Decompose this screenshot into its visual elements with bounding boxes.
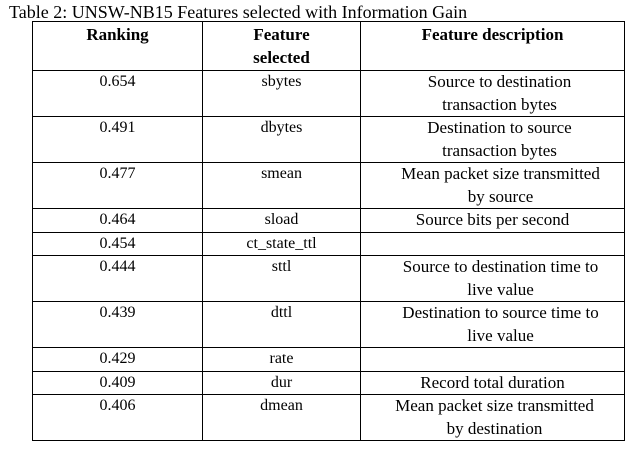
description-cell: Source to destination time to live value [360,255,625,302]
ranking-cell: 0.654 [32,70,203,117]
description-cell: Destination to source time to live value [360,301,625,348]
feature-cell: dbytes [202,116,361,163]
ranking-cell: 0.464 [32,208,203,233]
column-header-ranking: Ranking [32,21,203,71]
feature-cell: sttl [202,255,361,302]
description-cell [360,347,625,372]
feature-cell: dttl [202,301,361,348]
table-header-row: Ranking Feature selected Feature descrip… [32,21,625,71]
table-row: 0.464 sload Source bits per second [32,208,625,233]
table-row: 0.654 sbytes Source to destination trans… [32,70,625,117]
ranking-cell: 0.454 [32,231,203,256]
ranking-cell: 0.409 [32,370,203,395]
ranking-cell: 0.439 [32,301,203,348]
description-cell: Record total duration [360,370,625,395]
table-row: 0.429 rate [32,347,625,372]
description-cell: Source to destination transaction bytes [360,70,625,117]
column-header-feature-selected: Feature selected [202,21,361,71]
table-row: 0.491 dbytes Destination to source trans… [32,116,625,163]
description-cell [360,231,625,256]
table-caption: Table 2: UNSW-NB15 Features selected wit… [9,2,468,22]
ranking-cell: 0.491 [32,116,203,163]
feature-cell: smean [202,162,361,209]
features-table: Ranking Feature selected Feature descrip… [32,21,625,441]
description-cell: Source bits per second [360,208,625,233]
description-cell: Destination to source transaction bytes [360,116,625,163]
feature-cell: ct_state_ttl [202,231,361,256]
feature-cell: dur [202,370,361,395]
table-row: 0.454 ct_state_ttl [32,231,625,256]
table-row: 0.406 dmean Mean packet size transmitted… [32,394,625,441]
feature-cell: sbytes [202,70,361,117]
table-row: 0.477 smean Mean packet size transmitted… [32,162,625,209]
ranking-cell: 0.429 [32,347,203,372]
feature-cell: dmean [202,394,361,441]
table-row: 0.409 dur Record total duration [32,370,625,395]
description-cell: Mean packet size transmitted by destinat… [360,394,625,441]
feature-cell: rate [202,347,361,372]
table-row: 0.439 dttl Destination to source time to… [32,301,625,348]
ranking-cell: 0.444 [32,255,203,302]
column-header-feature-description: Feature description [360,21,625,71]
ranking-cell: 0.406 [32,394,203,441]
description-cell: Mean packet size transmitted by source [360,162,625,209]
feature-cell: sload [202,208,361,233]
table-row: 0.444 sttl Source to destination time to… [32,255,625,302]
ranking-cell: 0.477 [32,162,203,209]
